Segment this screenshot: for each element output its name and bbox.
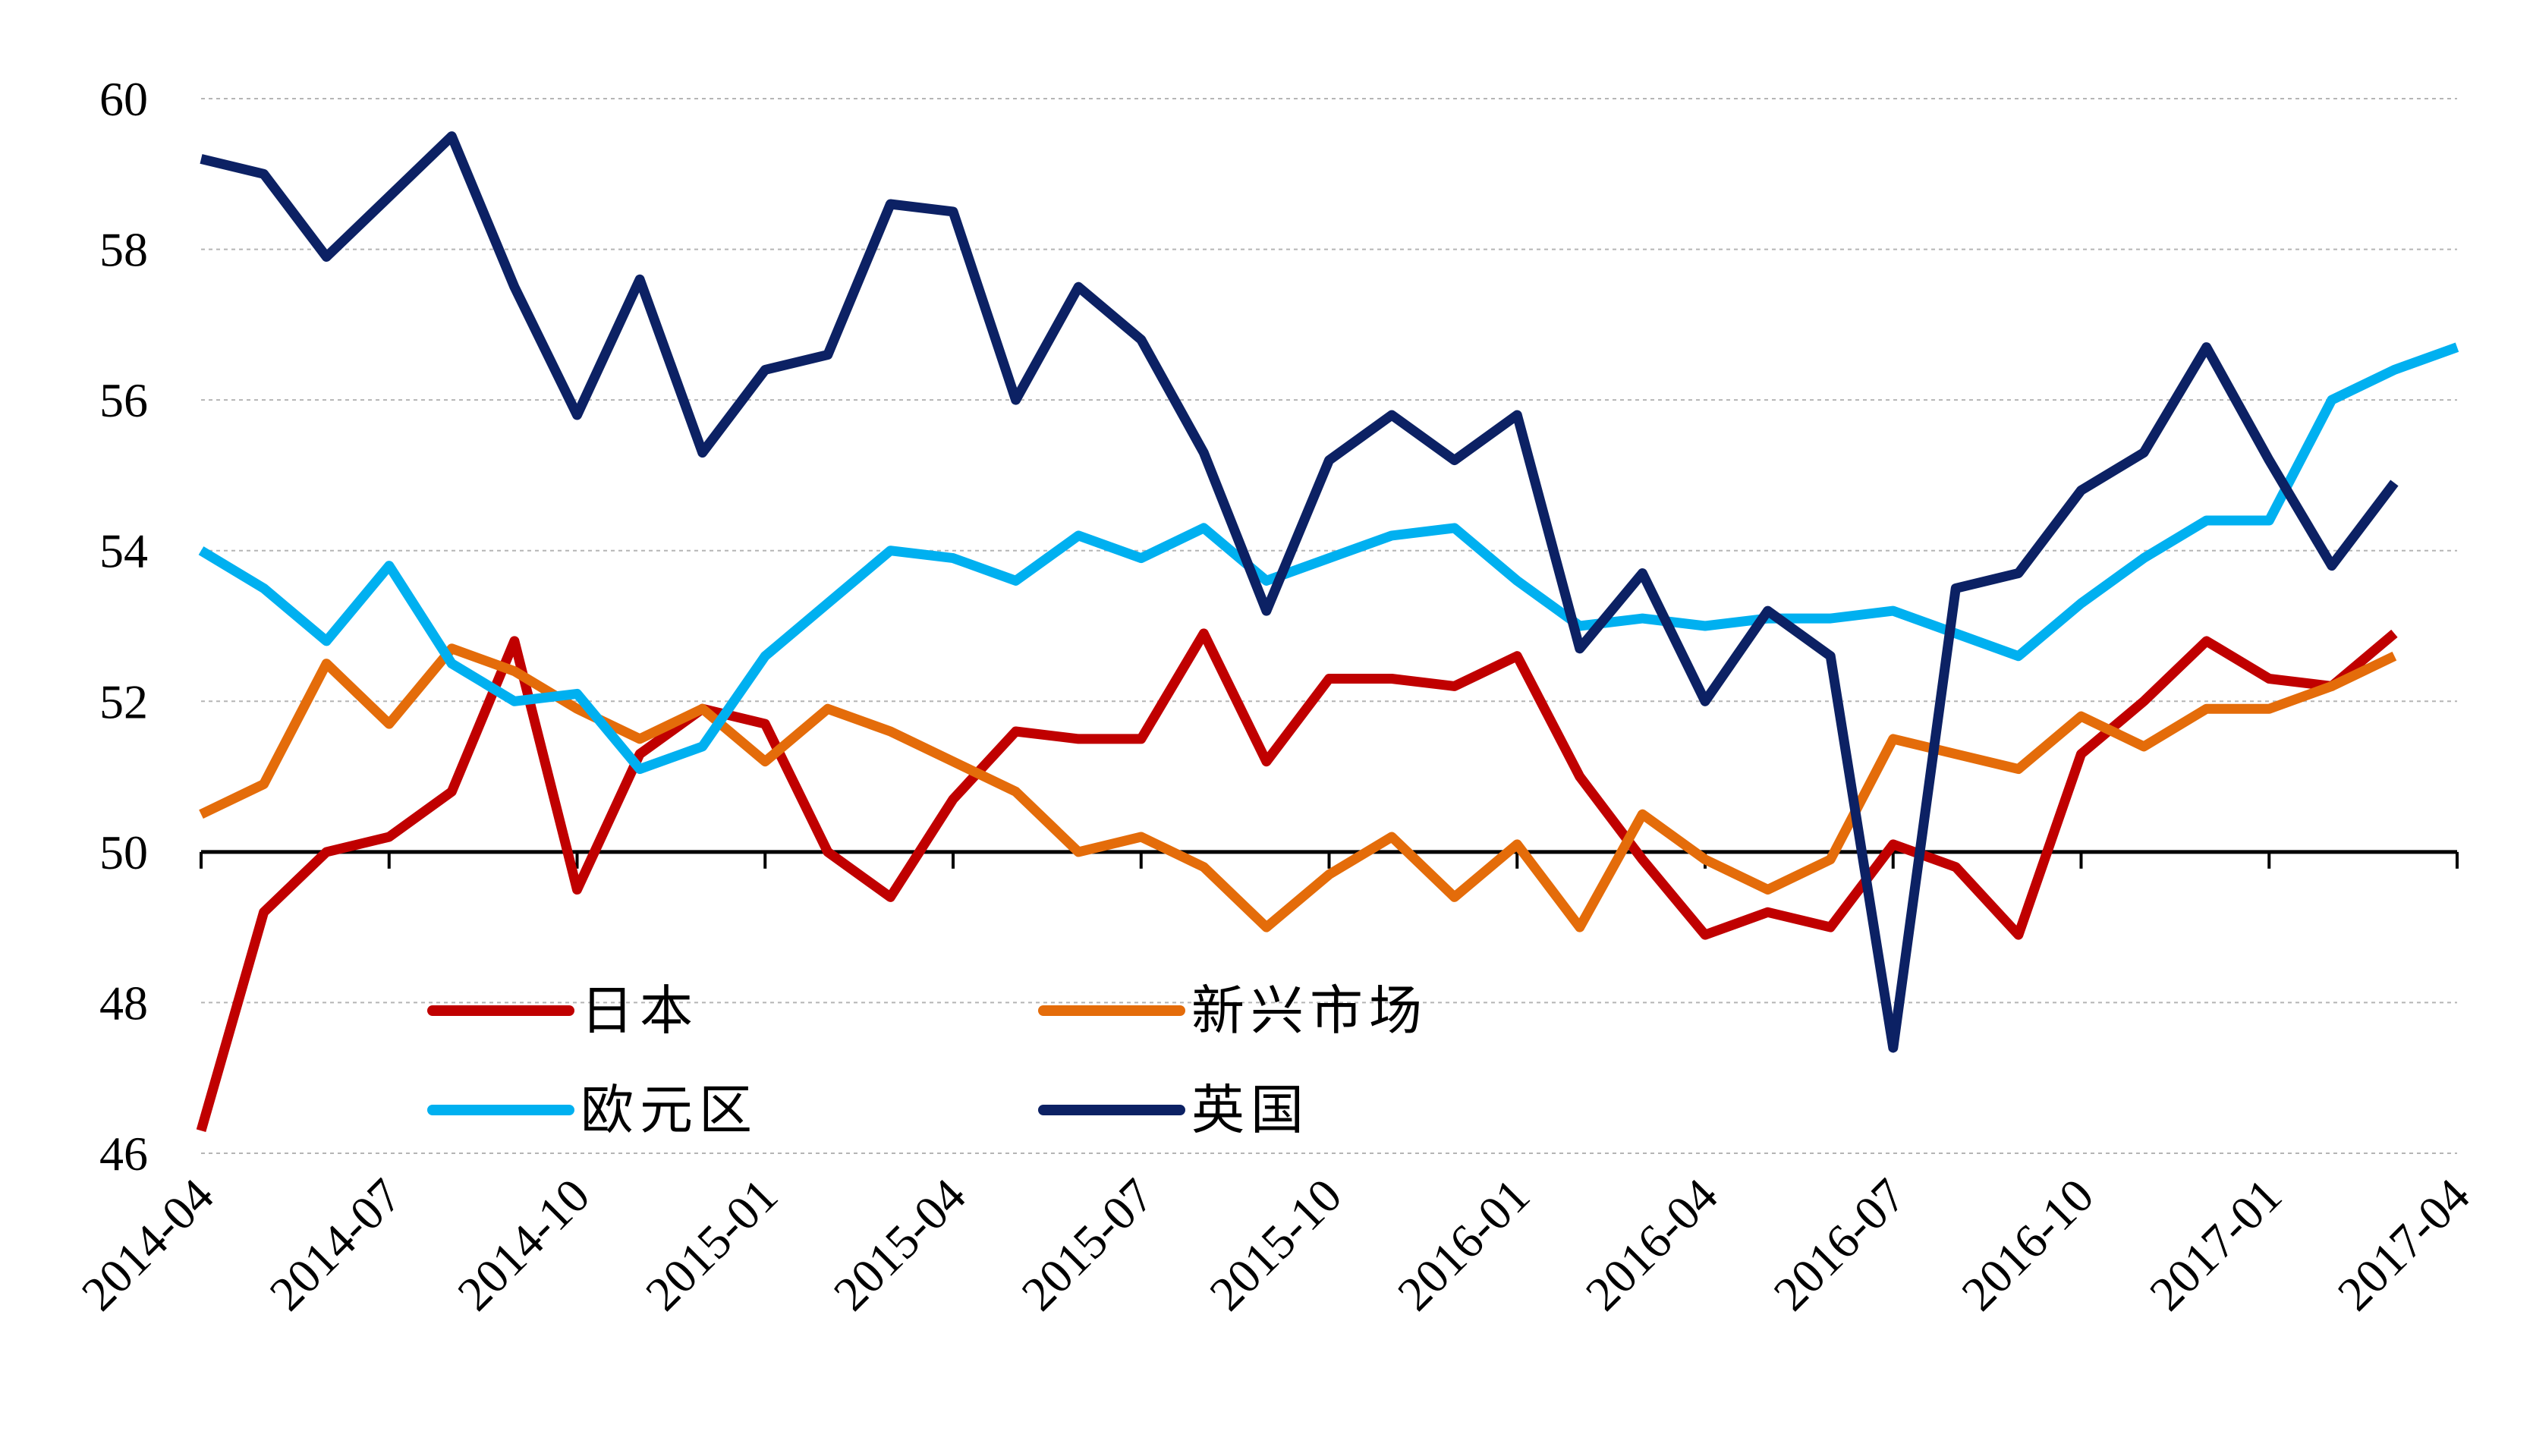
x-tick-label: 2016-10: [1951, 1168, 2103, 1321]
x-tick-label: 2015-04: [823, 1168, 976, 1321]
legend-label-0: 日本: [581, 980, 699, 1042]
x-tick-label: 2017-01: [2139, 1168, 2292, 1321]
series-line-1: [199, 643, 2397, 932]
legend-label-2: 欧元区: [581, 1079, 758, 1141]
x-tick-label: 2015-10: [1199, 1168, 1351, 1321]
x-tick-label: 2015-01: [635, 1168, 788, 1321]
y-tick-label: 50: [99, 825, 148, 879]
y-tick-label: 48: [99, 976, 148, 1030]
y-tick-label: 54: [99, 524, 148, 578]
y-tick-label: 46: [99, 1127, 148, 1181]
series-line-3: [200, 131, 2399, 1053]
y-axis-tick-labels: 46 48 50 52 54 56 58 60: [99, 72, 148, 1181]
x-tick-label: 2014-04: [71, 1168, 224, 1321]
series-lines: [196, 131, 2459, 1132]
x-tick-label: 2016-01: [1387, 1168, 1540, 1321]
x-tick-label: 2014-10: [447, 1168, 599, 1321]
y-tick-label: 58: [99, 223, 148, 277]
legend-label-1: 新兴市场: [1191, 980, 1428, 1042]
x-tick-label: 2017-04: [2327, 1168, 2480, 1321]
x-tick-label: 2016-07: [1764, 1168, 1916, 1321]
legend-label-3: 英国: [1191, 1079, 1310, 1141]
x-tick-label: 2014-07: [260, 1168, 412, 1321]
y-tick-label: 60: [99, 72, 148, 126]
series-line-2: [198, 342, 2459, 775]
series-line-0: [196, 628, 2398, 1132]
x-axis-tick-labels: 2014-04 2014-07 2014-10 2015-01 2015-04 2015-…: [71, 1168, 2480, 1321]
x-tick-label: 2016-04: [1575, 1168, 1728, 1321]
y-tick-label: 52: [99, 675, 148, 728]
x-tick-label: 2015-07: [1012, 1168, 1164, 1321]
x-axis: [200, 850, 2459, 869]
y-tick-label: 56: [99, 373, 148, 427]
